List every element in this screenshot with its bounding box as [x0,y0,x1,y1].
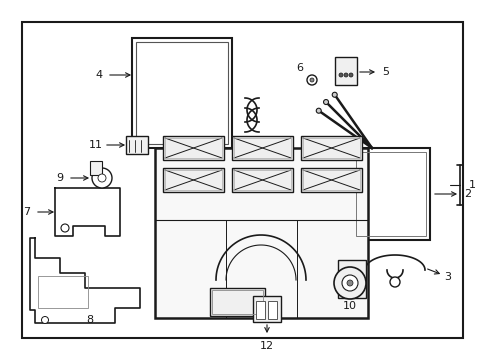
Bar [232,168,293,192]
Text: 8: 8 [86,315,94,325]
Text: 11: 11 [89,140,103,150]
Bar [38,276,88,308]
Circle shape [390,277,400,287]
Bar [268,301,277,319]
Bar [212,290,263,314]
Text: 3: 3 [444,272,451,282]
Bar [155,148,368,318]
Circle shape [98,174,106,182]
Circle shape [349,73,353,77]
Circle shape [316,108,321,113]
Bar [22,22,463,338]
Bar [165,138,222,158]
Text: 10: 10 [343,301,357,311]
Circle shape [342,275,358,291]
Bar [253,296,281,322]
Bar [356,152,426,236]
Circle shape [323,99,328,104]
Circle shape [61,224,69,232]
Bar [303,170,360,190]
Bar [136,42,228,144]
Bar [338,260,366,298]
Bar [303,138,360,158]
Circle shape [344,73,348,77]
Bar [126,136,148,154]
Bar [256,301,265,319]
Circle shape [332,92,337,97]
Circle shape [347,280,353,286]
Circle shape [339,73,343,77]
Text: 9: 9 [56,173,64,183]
Circle shape [42,316,49,324]
Bar [90,161,102,175]
Bar [234,170,291,190]
Bar [132,38,232,148]
Bar [163,168,224,192]
Text: 12: 12 [260,341,274,351]
Text: 2: 2 [465,189,471,199]
Text: 4: 4 [96,70,102,80]
Bar [232,136,293,160]
Text: 6: 6 [296,63,303,73]
Bar [234,138,291,158]
Circle shape [334,267,366,299]
Text: 1: 1 [468,180,475,190]
Circle shape [92,168,112,188]
Circle shape [310,78,314,82]
Bar [163,136,224,160]
Circle shape [307,75,317,85]
Bar [301,168,362,192]
Bar [352,148,430,240]
Bar [210,288,265,316]
Text: 7: 7 [24,207,30,217]
Bar [335,57,357,85]
Bar [165,170,222,190]
Bar [301,136,362,160]
Text: 5: 5 [383,67,390,77]
